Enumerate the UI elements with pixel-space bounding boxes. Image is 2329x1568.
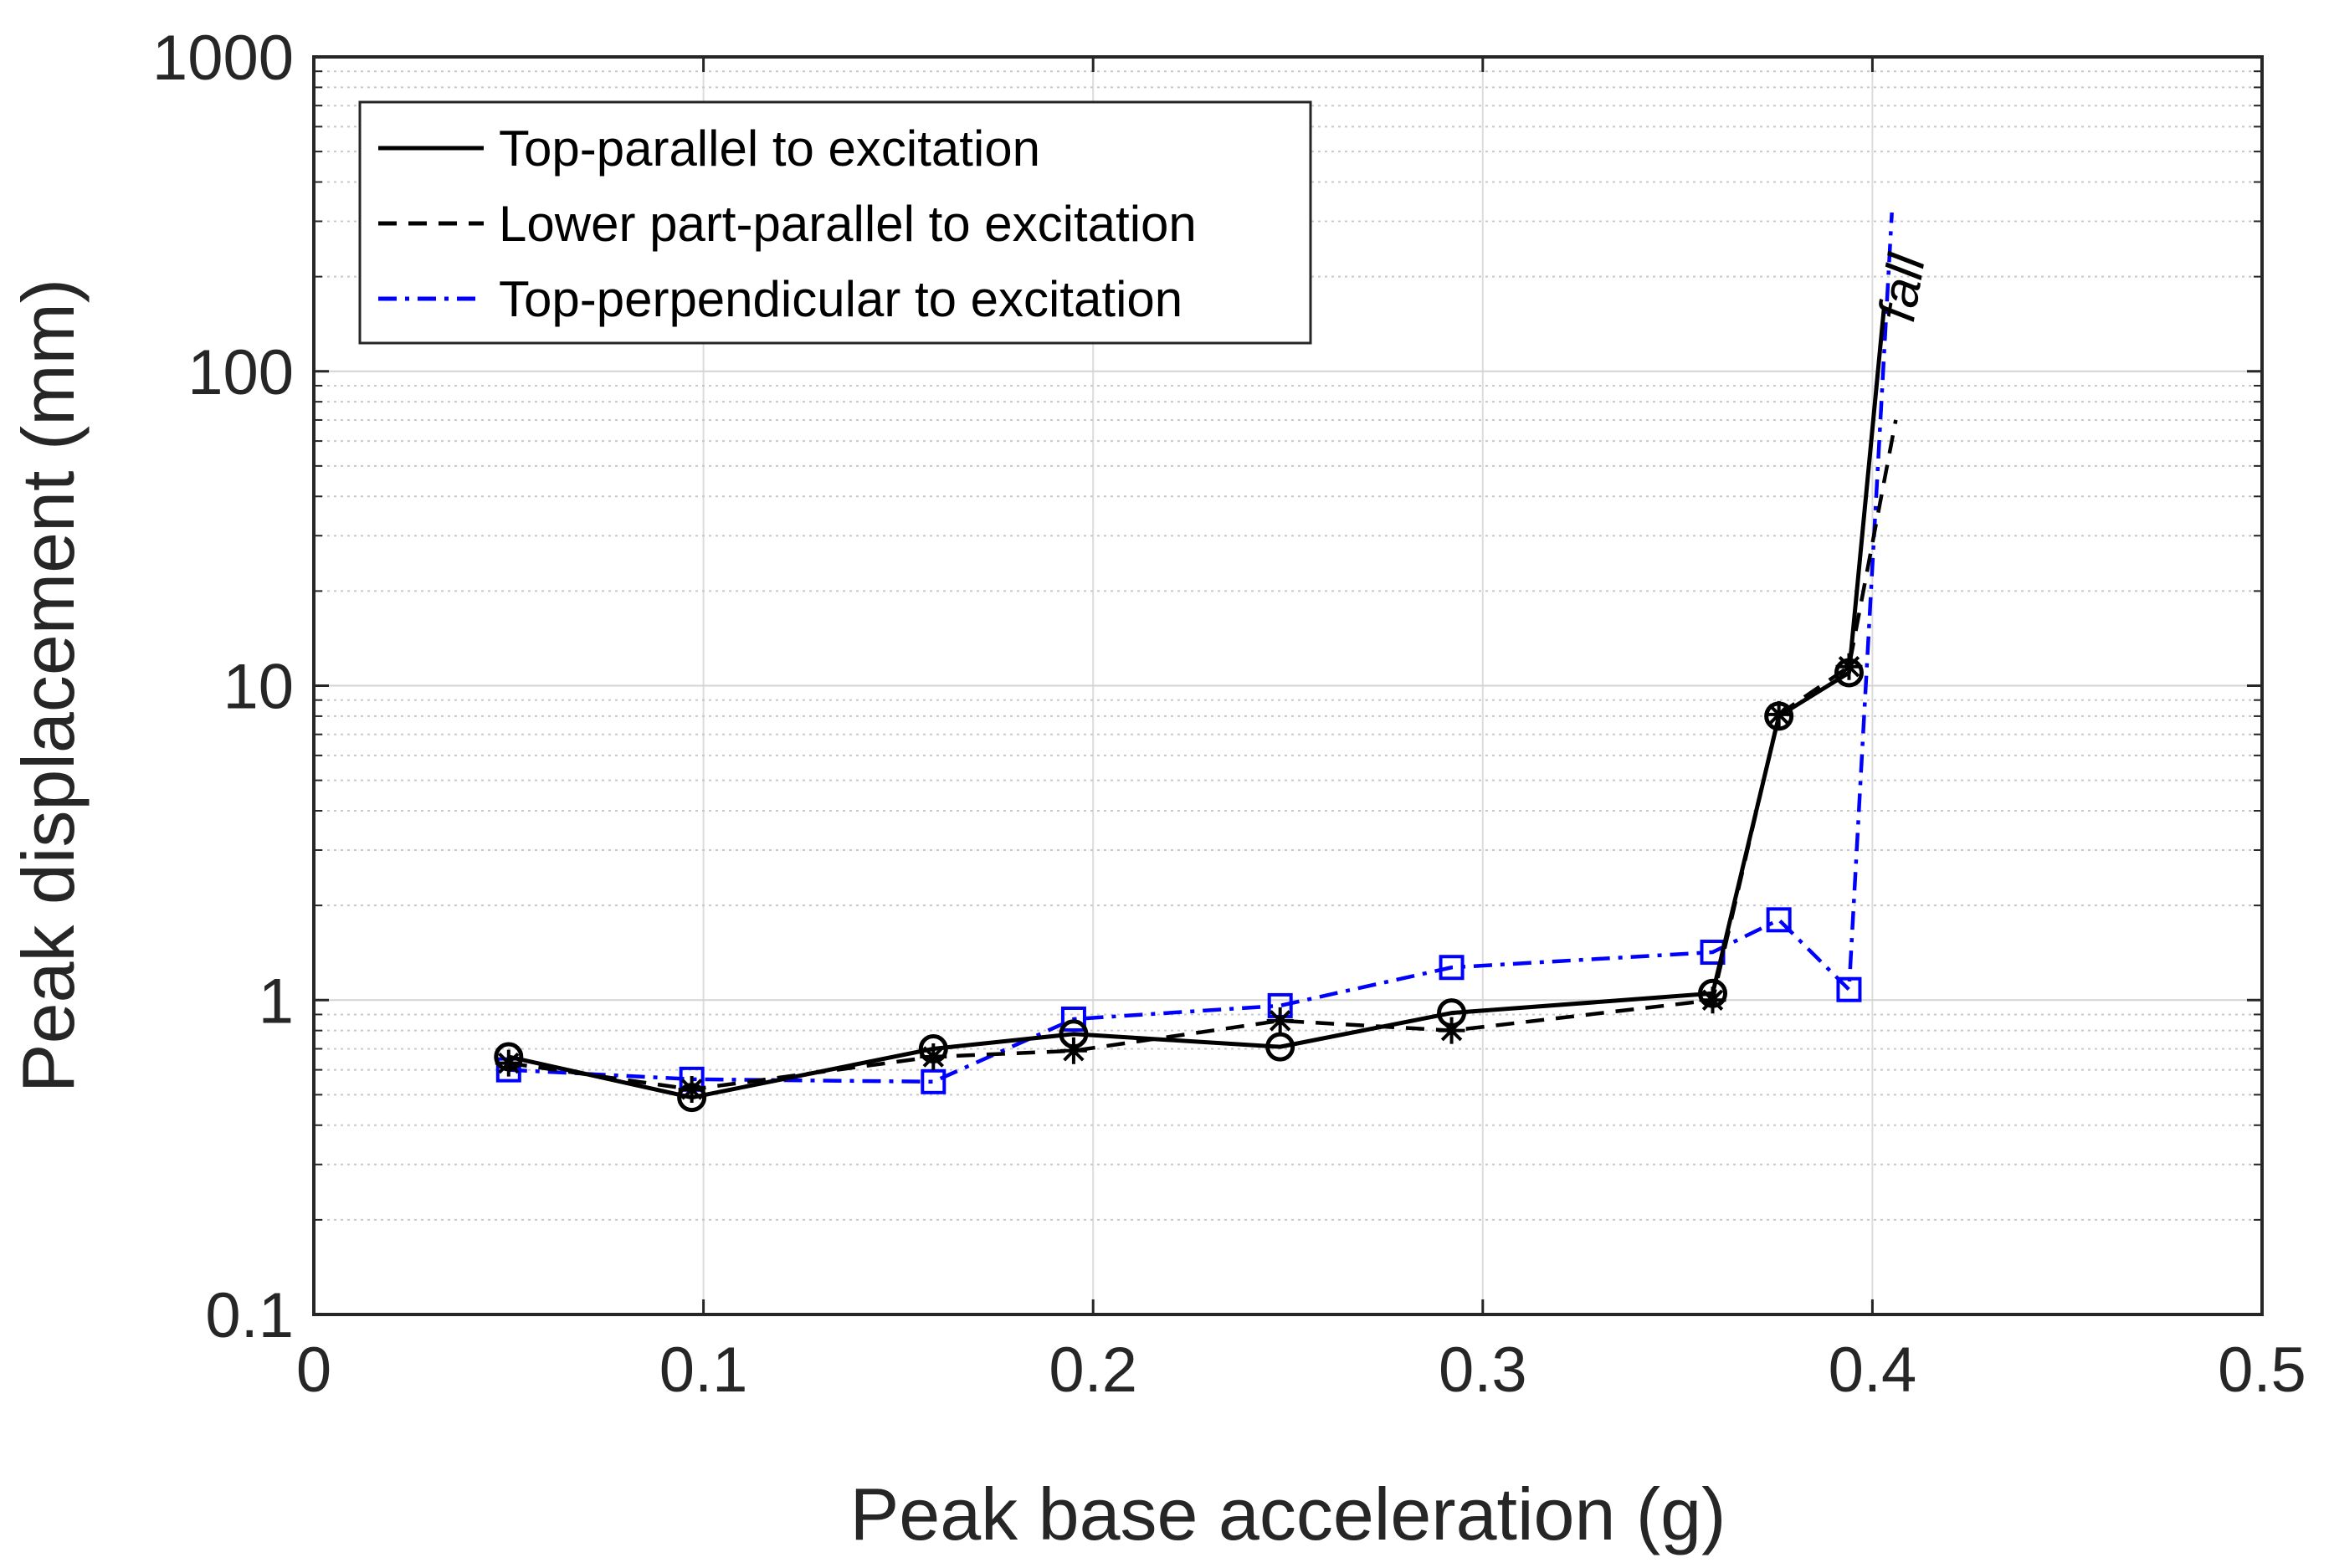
x-axis-label: Peak base acceleration (g) xyxy=(850,1473,1726,1555)
x-tick-label: 0 xyxy=(296,1335,331,1406)
x-tick-label: 0.3 xyxy=(1439,1335,1527,1406)
legend-label-2: Top-perpendicular to excitation xyxy=(499,271,1182,327)
series-2-marker-5 xyxy=(1439,955,1465,981)
square-marker xyxy=(921,1068,946,1094)
circle-marker xyxy=(1698,978,1728,1008)
series-0-marker-2 xyxy=(918,1033,948,1063)
x-tick-label: 0.2 xyxy=(1049,1335,1137,1406)
annotation-0: fall xyxy=(1868,249,1937,325)
asterisk-marker xyxy=(495,1049,522,1077)
series-0-marker-6 xyxy=(1698,978,1728,1008)
series-1-marker-2 xyxy=(920,1043,947,1071)
asterisk-marker xyxy=(1699,986,1726,1014)
circle-marker xyxy=(1437,998,1467,1028)
series-0-marker-5 xyxy=(1437,998,1467,1028)
circle-marker xyxy=(1764,701,1794,731)
y-tick-label: 1000 xyxy=(152,23,294,94)
series-group xyxy=(494,212,1898,1113)
square-marker xyxy=(1766,907,1792,933)
legend: Top-parallel to excitation Lower part-par… xyxy=(358,100,1312,345)
series-1-marker-0 xyxy=(495,1049,522,1077)
series-0-line xyxy=(508,306,1886,1100)
series-2-line xyxy=(508,212,1894,1084)
circle-marker xyxy=(918,1033,948,1063)
annotations: fall xyxy=(1868,249,1937,325)
y-tick-label: 1 xyxy=(259,966,294,1037)
circle-marker xyxy=(494,1042,524,1072)
square-marker xyxy=(1060,1006,1086,1032)
x-tick-label: 0.4 xyxy=(1829,1335,1917,1406)
asterisk-marker xyxy=(1438,1017,1465,1044)
series-1-marker-1 xyxy=(678,1075,705,1103)
circle-marker xyxy=(1265,1032,1295,1062)
legend-label-1: Lower part-parallel to excitation xyxy=(499,196,1197,252)
series-0-marker-7 xyxy=(1764,701,1794,731)
y-tick-label: 100 xyxy=(187,337,294,408)
y-tick-label: 0.1 xyxy=(205,1280,294,1351)
circle-marker xyxy=(1059,1019,1089,1049)
series-1-marker-3 xyxy=(1059,1037,1087,1064)
series-1-marker-4 xyxy=(1266,1007,1294,1034)
series-0-marker-1 xyxy=(677,1083,707,1113)
series-0-marker-4 xyxy=(1265,1032,1295,1062)
square-marker xyxy=(1836,976,1862,1002)
series-0-marker-8 xyxy=(1834,658,1864,688)
x-tick-label: 0.1 xyxy=(659,1335,748,1406)
y-tick-label: 10 xyxy=(223,652,294,723)
series-1-marker-6 xyxy=(1699,986,1726,1014)
series-2-marker-7 xyxy=(1766,907,1792,933)
asterisk-marker xyxy=(678,1075,705,1103)
asterisk-marker xyxy=(920,1043,947,1071)
circle-marker xyxy=(1834,658,1864,688)
series-0-marker-0 xyxy=(494,1042,524,1072)
series-0-marker-3 xyxy=(1059,1019,1089,1049)
asterisk-marker xyxy=(1266,1007,1294,1034)
asterisk-marker xyxy=(1059,1037,1087,1064)
series-2-marker-3 xyxy=(1060,1006,1086,1032)
legend-box xyxy=(358,100,1312,345)
circle-marker xyxy=(677,1083,707,1113)
legend-label-0: Top-parallel to excitation xyxy=(499,120,1040,177)
square-marker xyxy=(1439,955,1465,981)
x-tick-label: 0.5 xyxy=(2218,1335,2306,1406)
y-axis-label: Peak displacement (mm) xyxy=(7,279,90,1093)
series-2-marker-8 xyxy=(1836,976,1862,1002)
series-2-marker-2 xyxy=(921,1068,946,1094)
series-1-marker-5 xyxy=(1438,1017,1465,1044)
